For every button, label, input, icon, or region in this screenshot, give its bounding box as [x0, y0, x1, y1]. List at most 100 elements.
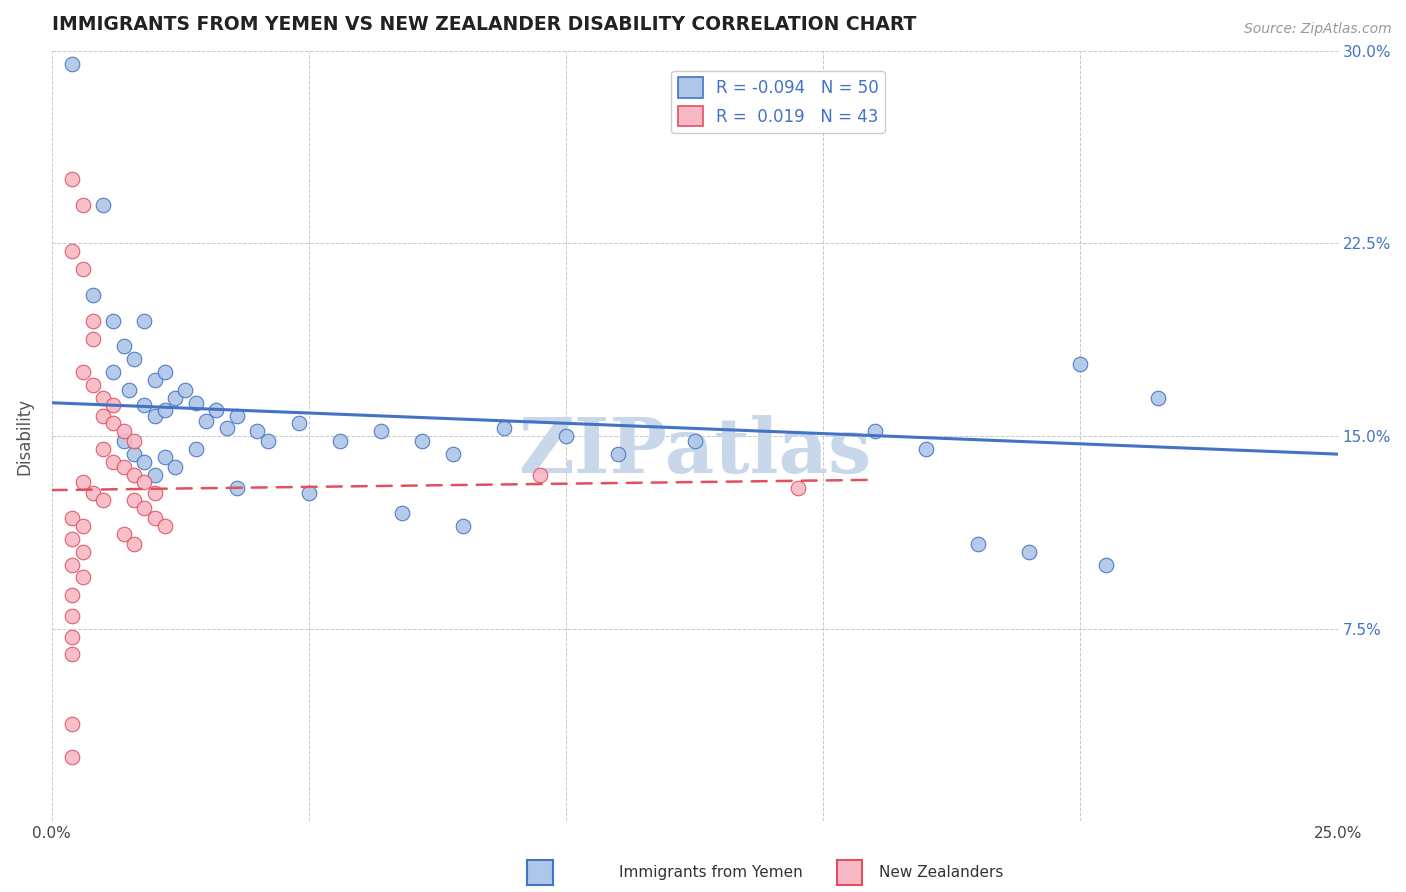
Point: [1018, 545, 1040, 559]
Point: [72, 262, 94, 277]
Point: [134, 501, 156, 516]
Point: [91, 198, 114, 212]
Point: [165, 391, 187, 405]
Point: [112, 434, 135, 449]
Point: [153, 519, 176, 533]
Point: [60, 588, 83, 602]
Point: [153, 450, 176, 464]
Point: [60, 511, 83, 525]
Point: [226, 409, 249, 423]
Point: [122, 493, 145, 508]
Point: [1069, 357, 1091, 371]
Point: [72, 545, 94, 559]
Point: [72, 365, 94, 379]
Point: [60, 56, 83, 70]
Point: [60, 244, 83, 259]
Point: [82, 313, 104, 327]
Point: [72, 570, 94, 584]
Point: [91, 442, 114, 456]
Point: [82, 288, 104, 302]
Point: [72, 475, 94, 490]
Point: [82, 332, 104, 346]
Point: [60, 648, 83, 662]
Point: [118, 383, 141, 397]
Point: [134, 313, 156, 327]
Point: [122, 352, 145, 367]
Point: [82, 377, 104, 392]
Text: IMMIGRANTS FROM YEMEN VS NEW ZEALANDER DISABILITY CORRELATION CHART: IMMIGRANTS FROM YEMEN VS NEW ZEALANDER D…: [52, 15, 917, 34]
Text: New Zealanders: New Zealanders: [879, 865, 1002, 880]
Point: [298, 485, 321, 500]
Point: [112, 339, 135, 353]
Point: [786, 481, 808, 495]
Point: [215, 421, 238, 435]
Point: [153, 365, 176, 379]
Point: [60, 172, 83, 186]
Point: [1095, 558, 1118, 572]
Point: [143, 409, 166, 423]
Point: [451, 519, 474, 533]
Point: [287, 417, 309, 431]
Point: [184, 396, 207, 410]
Point: [441, 447, 464, 461]
Point: [143, 467, 166, 482]
Point: [103, 365, 125, 379]
Point: [112, 460, 135, 475]
Point: [555, 429, 578, 443]
Point: [103, 313, 125, 327]
Y-axis label: Disability: Disability: [15, 398, 32, 475]
Point: [184, 442, 207, 456]
Point: [112, 424, 135, 438]
Point: [103, 455, 125, 469]
Point: [134, 455, 156, 469]
Point: [226, 481, 249, 495]
Point: [60, 630, 83, 644]
Point: [246, 424, 269, 438]
Point: [134, 398, 156, 412]
Point: [205, 403, 228, 417]
Point: [529, 467, 551, 482]
Point: [915, 442, 938, 456]
Point: [256, 434, 278, 449]
Point: [103, 398, 125, 412]
Point: [165, 460, 187, 475]
Point: [60, 716, 83, 731]
Point: [1146, 391, 1168, 405]
Point: [112, 526, 135, 541]
Point: [370, 424, 392, 438]
Point: [411, 434, 433, 449]
Text: ZIPatlas: ZIPatlas: [519, 415, 872, 489]
Legend: R = -0.094   N = 50, R =  0.019   N = 43: R = -0.094 N = 50, R = 0.019 N = 43: [671, 70, 886, 133]
Point: [60, 609, 83, 624]
Point: [174, 383, 197, 397]
Point: [60, 750, 83, 764]
Text: Source: ZipAtlas.com: Source: ZipAtlas.com: [1244, 22, 1392, 37]
Point: [91, 409, 114, 423]
Point: [122, 537, 145, 551]
Point: [143, 511, 166, 525]
Point: [91, 391, 114, 405]
Point: [683, 434, 706, 449]
Point: [82, 485, 104, 500]
Point: [143, 485, 166, 500]
Point: [143, 373, 166, 387]
Point: [606, 447, 628, 461]
Point: [60, 532, 83, 546]
Point: [72, 519, 94, 533]
Point: [329, 434, 352, 449]
Point: [153, 403, 176, 417]
Text: Immigrants from Yemen: Immigrants from Yemen: [619, 865, 803, 880]
Point: [195, 414, 218, 428]
Point: [60, 558, 83, 572]
Point: [122, 434, 145, 449]
Point: [72, 198, 94, 212]
Point: [863, 424, 886, 438]
Point: [391, 506, 413, 520]
Point: [91, 493, 114, 508]
Point: [103, 417, 125, 431]
Point: [122, 467, 145, 482]
Point: [134, 475, 156, 490]
Point: [494, 421, 516, 435]
Point: [122, 447, 145, 461]
Point: [966, 537, 988, 551]
